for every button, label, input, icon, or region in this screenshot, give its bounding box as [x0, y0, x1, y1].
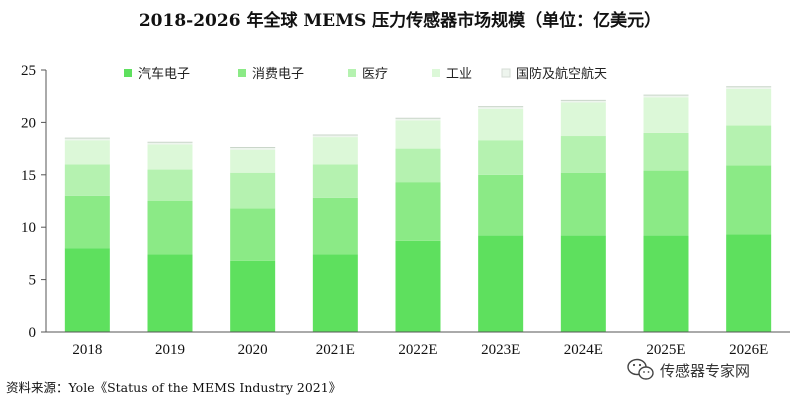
bar-segment [395, 120, 441, 149]
legend-label: 医疗 [362, 67, 388, 82]
bar-segment [312, 254, 358, 332]
bar-segment [147, 144, 193, 170]
bar-segment [478, 235, 524, 332]
y-tick-label: 25 [21, 63, 36, 79]
legend-label: 汽车电子 [138, 66, 190, 82]
bar-segment [478, 108, 524, 141]
bar-segment [560, 100, 606, 103]
bar-segment [230, 260, 276, 332]
bar-segment [147, 254, 193, 332]
y-tick-label: 5 [29, 273, 37, 289]
bar-segment [147, 169, 193, 201]
bar-segment [726, 86, 772, 89]
bar-segment [643, 235, 689, 332]
bar-segment [64, 248, 110, 332]
bar-segment [230, 149, 276, 173]
x-tick-label: 2025E [646, 342, 685, 358]
bar-segment [643, 95, 689, 98]
x-tick-label: 2019 [155, 342, 185, 358]
bar-segment [312, 197, 358, 255]
chart-title: 2018-2026 年全球 MEMS 压力传感器市场规模（单位：亿美元） [139, 10, 661, 31]
bar-segment [560, 235, 606, 332]
x-tick-label: 2022E [398, 342, 437, 358]
x-axis: 2018 2019 2020 2021E 2022E 2023E 2024E 2025E 202… [46, 331, 790, 358]
bar-segment [64, 164, 110, 196]
legend-swatch [501, 68, 511, 78]
bar-segment [230, 147, 276, 150]
bar-segment [560, 172, 606, 236]
bar-segment [726, 125, 772, 166]
wechat-icon [627, 358, 654, 380]
bar-segment [230, 172, 276, 209]
legend-swatch [124, 69, 132, 77]
bar-segment [64, 195, 110, 249]
legend-swatch [238, 69, 246, 77]
y-axis: 0 5 10 15 20 25 [21, 63, 47, 341]
bar-segment [64, 140, 110, 165]
bar-segment [643, 170, 689, 236]
bar-segment [726, 234, 772, 332]
bar-segment [560, 102, 606, 137]
bar-segment [312, 137, 358, 165]
bar-segment [643, 97, 689, 133]
bar-segment [312, 164, 358, 198]
bar-segment [478, 140, 524, 175]
bar-segment [726, 165, 772, 235]
bar-segment [726, 88, 772, 126]
x-tick-label: 2021E [316, 342, 355, 358]
x-tick-label: 2020 [238, 342, 268, 358]
bar-segment [312, 134, 358, 138]
legend-swatch [432, 69, 440, 77]
bar-segment [395, 182, 441, 241]
source-note: 资料来源：Yole《Status of the MEMS Industry 20… [6, 380, 341, 395]
legend-swatch [348, 69, 356, 77]
bar-segment [560, 136, 606, 173]
legend: 汽车电子 消费电子 医疗 工业 国防及航空航天 [124, 66, 607, 82]
watermark: 传感器专家网 [627, 358, 750, 380]
bar-segment [147, 201, 193, 255]
bar-segment [395, 240, 441, 332]
watermark-text: 传感器专家网 [660, 362, 750, 380]
y-tick-label: 15 [21, 168, 36, 184]
legend-label: 工业 [446, 67, 472, 82]
legend-label: 消费电子 [252, 67, 304, 82]
bar-segment [478, 174, 524, 236]
legend-label: 国防及航空航天 [516, 66, 607, 82]
bar-segment [395, 148, 441, 183]
bar-segment [643, 132, 689, 171]
x-tick-label: 2018 [72, 342, 102, 358]
x-tick-label: 2026E [729, 342, 768, 358]
y-tick-label: 20 [21, 115, 36, 131]
y-tick-label: 0 [29, 325, 37, 341]
y-tick-label: 10 [21, 220, 36, 236]
x-tick-label: 2023E [481, 342, 520, 358]
bar-segment [230, 208, 276, 261]
bar-segment [64, 138, 110, 141]
x-tick-label: 2024E [564, 342, 603, 358]
bar-segment [478, 106, 524, 109]
bar-segment [147, 142, 193, 145]
bar-segment [395, 118, 441, 121]
bars [64, 86, 772, 332]
